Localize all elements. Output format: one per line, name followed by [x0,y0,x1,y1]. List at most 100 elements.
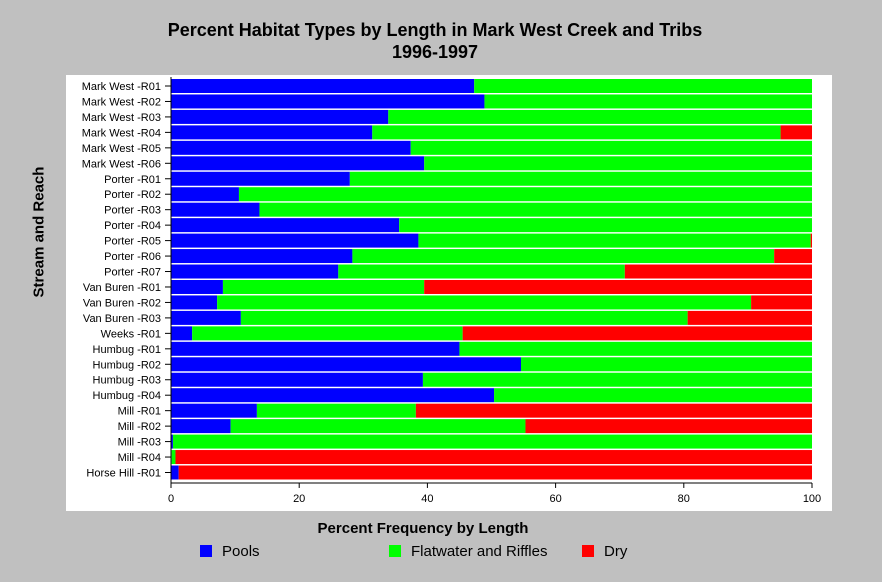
bar-dry-mill-r01 [415,403,812,418]
bar-dry-mill-r04 [175,450,812,465]
bar-pools-porter-r03 [171,202,260,217]
y-tick-label: Humbug -R02 [93,359,161,371]
bar-flatwater-and-riffles-mill-r04 [171,450,176,465]
x-axis-label: Percent Frequency by Length [317,520,529,537]
bar-flatwater-and-riffles-mark-west-r03 [388,109,812,124]
bar-pools-weeks-r01 [171,326,193,341]
legend-label-dry: Dry [604,542,628,560]
bar-flatwater-and-riffles-porter-r04 [399,218,812,233]
bar-flatwater-and-riffles-porter-r06 [352,249,775,264]
bar-flatwater-and-riffles-mark-west-r02 [484,94,812,109]
bar-flatwater-and-riffles-porter-r03 [259,202,812,217]
bar-pools-humbug-r02 [171,357,521,372]
bar-dry-porter-r07 [624,264,812,279]
legend-label-flatwater: Flatwater and Riffles [411,542,548,560]
y-tick-label: Porter -R04 [104,220,161,232]
bar-flatwater-and-riffles-mark-west-r05 [410,140,812,155]
bar-flatwater-and-riffles-porter-r02 [238,187,813,202]
bar-pools-van-buren-r01 [171,279,223,294]
bar-pools-porter-r04 [171,218,400,233]
y-tick-label: Mill -R04 [118,452,161,464]
bar-pools-mark-west-r01 [171,79,475,93]
y-tick-label: Humbug -R01 [93,344,161,356]
bar-pools-mill-r02 [171,419,231,434]
y-tick-label: Mark West -R05 [82,143,161,155]
bar-pools-porter-r01 [171,171,350,186]
y-axis-label: Stream and Reach [30,166,48,298]
y-tick-label: Mark West -R04 [82,127,161,139]
bar-pools-mark-west-r02 [171,94,485,109]
legend-swatch-pools [200,545,212,557]
y-tick-label: Horse Hill -R01 [86,468,161,480]
legend-swatch-dry [582,545,594,557]
bar-pools-porter-r07 [171,264,339,279]
x-tick-label: 100 [803,493,821,505]
y-tick-label: Weeks -R01 [101,328,161,340]
bar-flatwater-and-riffles-mill-r01 [256,403,416,418]
bar-dry-van-buren-r01 [424,279,812,294]
bar-flatwater-and-riffles-porter-r05 [418,233,811,248]
y-tick-label: Porter -R05 [104,236,161,248]
bar-flatwater-and-riffles-weeks-r01 [192,326,463,341]
bar-dry-van-buren-r02 [751,295,812,310]
bar-pools-humbug-r01 [171,341,460,356]
x-tick-label: 20 [293,493,305,505]
bar-pools-porter-r06 [171,249,353,264]
y-tick-label: Mill -R02 [118,421,161,433]
y-tick-label: Porter -R03 [104,205,161,217]
y-tick-label: Porter -R06 [104,251,161,263]
legend-item-pools: Pools [200,541,260,561]
bar-dry-mark-west-r04 [780,125,812,140]
bar-flatwater-and-riffles-humbug-r03 [422,372,812,387]
bar-flatwater-and-riffles-porter-r01 [349,171,812,186]
y-tick-label: Van Buren -R01 [83,282,161,294]
y-tick-label: Mill -R03 [118,437,161,449]
bar-pools-humbug-r04 [171,388,495,403]
bar-pools-mark-west-r06 [171,156,425,171]
bar-flatwater-and-riffles-mark-west-r01 [474,79,812,93]
bar-dry-mill-r02 [525,419,812,434]
y-tick-label: Mark West -R01 [82,81,161,93]
legend-item-flatwater: Flatwater and Riffles [389,541,547,561]
bar-flatwater-and-riffles-humbug-r01 [459,341,812,356]
y-tick-label: Van Buren -R03 [83,313,161,325]
x-tick-label: 80 [678,493,690,505]
y-tick-label: Mark West -R03 [82,112,161,124]
y-tick-label: Mark West -R02 [82,96,161,108]
bar-pools-mill-r03 [171,434,173,449]
bar-flatwater-and-riffles-mill-r02 [230,419,526,434]
bar-flatwater-and-riffles-porter-r07 [338,264,625,279]
x-tick-label: 40 [421,493,433,505]
bar-dry-porter-r05 [810,233,812,248]
chart-title: Percent Habitat Types by Length in Mark … [167,20,703,40]
y-tick-label: Porter -R01 [104,174,161,186]
y-tick-label: Porter -R07 [104,267,161,279]
legend-swatch-flatwater [389,545,401,557]
bar-dry-van-buren-r03 [687,310,812,325]
bar-pools-mark-west-r05 [171,140,411,155]
bar-pools-porter-r05 [171,233,419,248]
bar-dry-weeks-r01 [462,326,812,341]
chart-subtitle: 1996-1997 [391,42,479,62]
y-tick-label: Van Buren -R02 [83,297,161,309]
bar-pools-van-buren-r02 [171,295,218,310]
bar-dry-horse-hill-r01 [178,465,812,480]
legend-item-dry: Dry [582,541,627,561]
x-tick-label: 0 [168,493,174,505]
bar-pools-horse-hill-r01 [171,465,179,480]
bar-flatwater-and-riffles-van-buren-r03 [240,310,688,325]
bar-pools-mark-west-r03 [171,109,389,124]
bar-flatwater-and-riffles-mark-west-r04 [372,125,781,140]
x-tick-label: 60 [549,493,561,505]
bar-flatwater-and-riffles-mark-west-r06 [424,156,812,171]
legend-label-pools: Pools [222,542,260,560]
bar-pools-van-buren-r03 [171,310,241,325]
y-tick-label: Humbug -R03 [93,375,161,387]
y-tick-label: Mill -R01 [118,406,161,418]
bar-pools-humbug-r03 [171,372,423,387]
bar-pools-mill-r01 [171,403,257,418]
y-tick-label: Mark West -R06 [82,158,161,170]
y-tick-label: Porter -R02 [104,189,161,201]
bar-flatwater-and-riffles-van-buren-r02 [217,295,752,310]
